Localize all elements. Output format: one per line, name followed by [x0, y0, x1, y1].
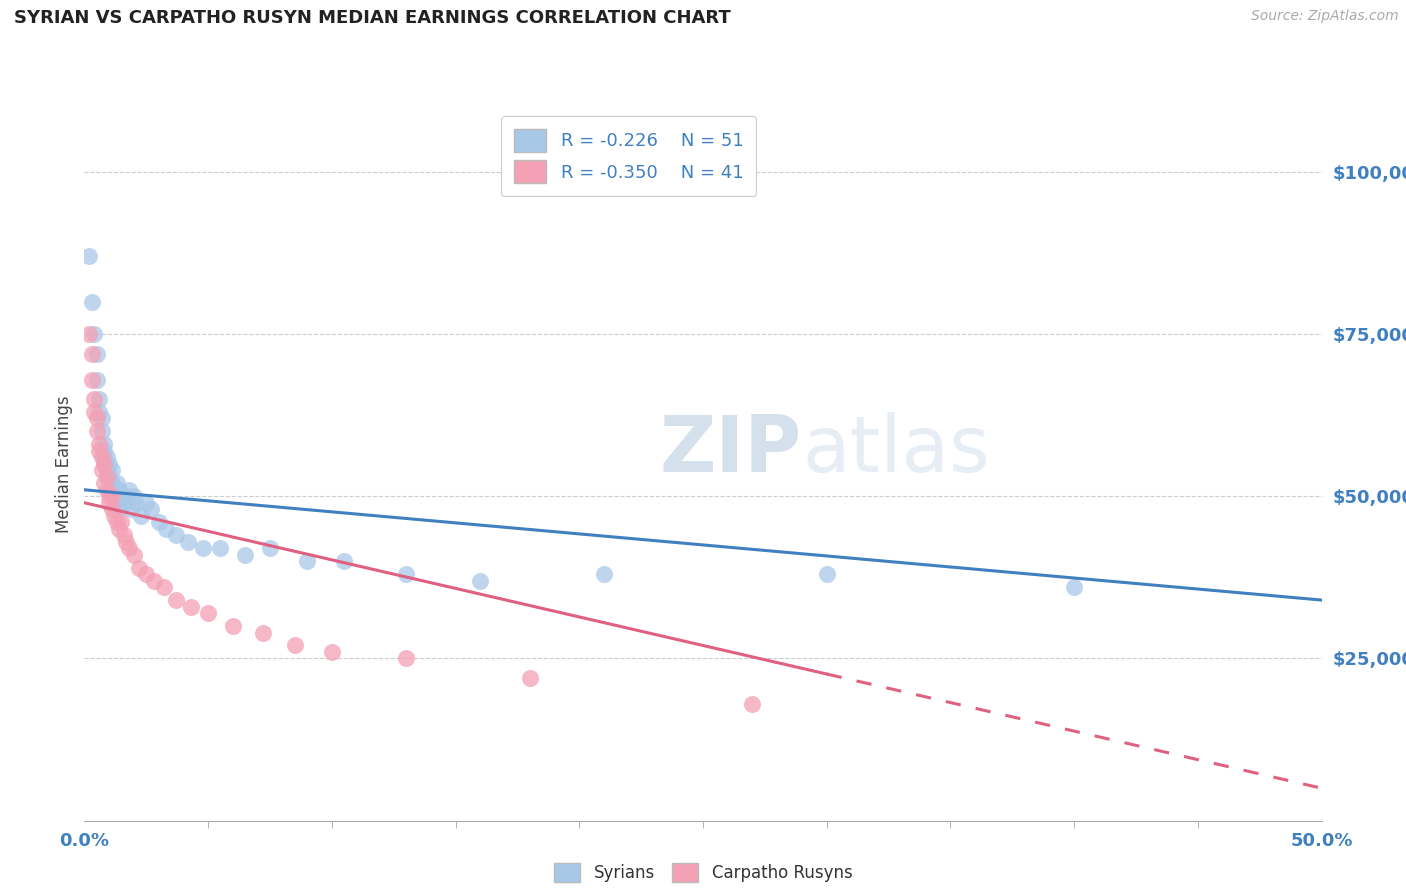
Point [295, 554, 318, 568]
Point [98, 470, 121, 484]
Legend: Syrians, Carpatho Rusyns: Syrians, Carpatho Rusyns [546, 855, 860, 891]
Point [284, 639, 307, 653]
Point [108, 522, 131, 536]
Point [103, 483, 125, 497]
Point [141, 502, 163, 516]
Point [105, 515, 128, 529]
Point [129, 508, 152, 523]
Point [83, 327, 105, 342]
Point [165, 528, 187, 542]
Point [80, 346, 103, 360]
Point [125, 496, 148, 510]
Point [79, 327, 101, 342]
Point [86, 372, 108, 386]
Point [93, 457, 115, 471]
Point [165, 593, 187, 607]
Point [86, 346, 108, 360]
Text: Source: ZipAtlas.com: Source: ZipAtlas.com [1251, 9, 1399, 23]
Point [96, 463, 118, 477]
Point [197, 606, 219, 620]
Point [148, 515, 170, 529]
Point [93, 476, 115, 491]
Point [115, 534, 138, 549]
Point [83, 405, 105, 419]
Y-axis label: Median Earnings: Median Earnings [55, 395, 73, 533]
Point [135, 567, 157, 582]
Point [222, 619, 245, 633]
Point [86, 411, 108, 425]
Point [142, 574, 165, 588]
Point [118, 541, 141, 556]
Point [100, 476, 122, 491]
Point [83, 392, 105, 406]
Point [519, 671, 541, 685]
Point [108, 502, 131, 516]
Point [110, 489, 132, 503]
Point [100, 489, 122, 503]
Point [90, 450, 112, 465]
Point [209, 541, 232, 556]
Point [98, 496, 121, 510]
Point [333, 554, 356, 568]
Point [395, 651, 418, 665]
Point [103, 508, 125, 523]
Point [105, 476, 128, 491]
Point [259, 541, 281, 556]
Point [128, 560, 150, 574]
Text: ZIP: ZIP [659, 411, 801, 488]
Point [93, 437, 115, 451]
Point [815, 567, 838, 582]
Point [100, 489, 122, 503]
Point [395, 567, 418, 582]
Point [252, 625, 274, 640]
Point [118, 483, 141, 497]
Point [112, 528, 135, 542]
Point [191, 541, 214, 556]
Point [233, 548, 256, 562]
Point [122, 548, 145, 562]
Point [100, 463, 122, 477]
Point [93, 457, 115, 471]
Point [593, 567, 616, 582]
Point [108, 483, 131, 497]
Point [80, 294, 103, 309]
Point [79, 249, 101, 263]
Point [155, 522, 177, 536]
Point [90, 463, 112, 477]
Point [105, 489, 128, 503]
Point [100, 502, 122, 516]
Point [90, 425, 112, 439]
Point [741, 697, 763, 711]
Point [90, 411, 112, 425]
Point [120, 502, 142, 516]
Point [86, 425, 108, 439]
Point [122, 489, 145, 503]
Point [470, 574, 492, 588]
Text: SYRIAN VS CARPATHO RUSYN MEDIAN EARNINGS CORRELATION CHART: SYRIAN VS CARPATHO RUSYN MEDIAN EARNINGS… [14, 9, 731, 27]
Point [80, 372, 103, 386]
Point [103, 496, 125, 510]
Point [89, 405, 111, 419]
Point [321, 645, 343, 659]
Point [96, 483, 118, 497]
Point [1063, 580, 1085, 594]
Point [135, 496, 157, 510]
Point [98, 457, 121, 471]
Point [93, 443, 115, 458]
Point [180, 599, 202, 614]
Point [89, 443, 111, 458]
Point [152, 580, 174, 594]
Text: atlas: atlas [801, 411, 990, 488]
Point [115, 489, 138, 503]
Point [98, 483, 121, 497]
Point [112, 496, 135, 510]
Point [110, 515, 132, 529]
Point [96, 470, 118, 484]
Point [96, 450, 118, 465]
Point [89, 392, 111, 406]
Point [177, 534, 200, 549]
Point [89, 437, 111, 451]
Point [98, 489, 121, 503]
